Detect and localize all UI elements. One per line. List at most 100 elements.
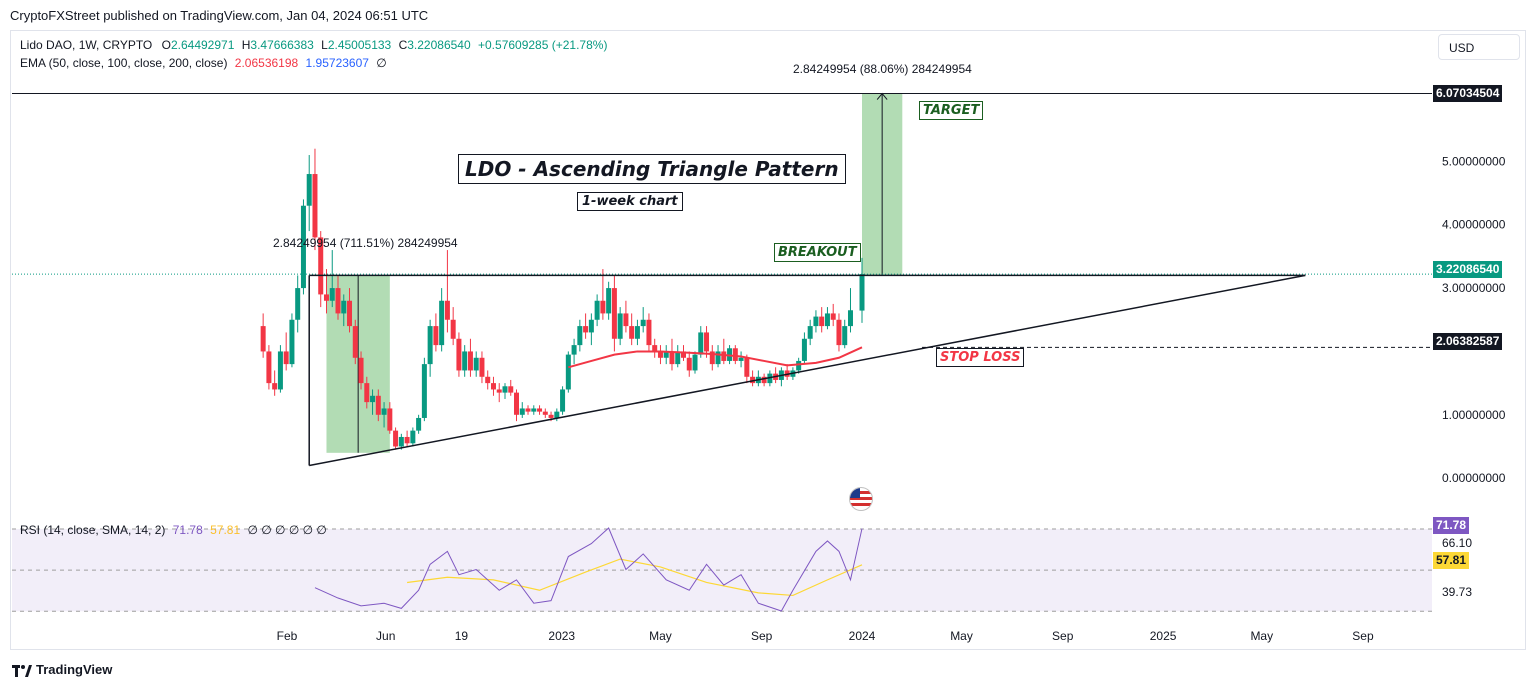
candle-body-98 bbox=[824, 313, 830, 327]
low-label: L bbox=[321, 38, 328, 52]
candle-body-82 bbox=[732, 348, 738, 361]
candle-body-101 bbox=[842, 326, 848, 346]
currency-button[interactable]: USD bbox=[1438, 34, 1520, 60]
candle-body-73 bbox=[680, 351, 686, 358]
candle-body-3 bbox=[277, 351, 283, 390]
candle-body-47 bbox=[531, 408, 537, 412]
candle-body-55 bbox=[577, 326, 583, 346]
open-value: 2.64492971 bbox=[170, 38, 235, 52]
tradingview-footer[interactable]: TradingView bbox=[12, 662, 112, 677]
candle-body-70 bbox=[663, 351, 669, 358]
candle-body-22 bbox=[387, 408, 393, 431]
breakout-label: BREAKOUT bbox=[774, 243, 861, 262]
candle-body-49 bbox=[542, 411, 548, 415]
candle-body-103 bbox=[859, 274, 865, 311]
stop-loss-label: STOP LOSS bbox=[936, 348, 1025, 367]
ohlc-legend: Lido DAO, 1W, CRYPTO O2.64492971 H3.4766… bbox=[20, 38, 607, 52]
rsi-line bbox=[314, 527, 863, 612]
pattern-subtitle: 1-week chart bbox=[577, 192, 683, 211]
symbol-label[interactable]: Lido DAO, 1W, CRYPTO bbox=[20, 38, 153, 52]
rsi-legend: RSI (14, close, SMA, 14, 2) 71.78 57.81 … bbox=[20, 523, 327, 537]
y-tick-2: 3.00000000 bbox=[1442, 281, 1506, 295]
candle-body-32 bbox=[444, 300, 450, 320]
candle-body-64 bbox=[629, 326, 635, 339]
candle-body-50 bbox=[548, 414, 554, 418]
pattern-title: LDO - Ascending Triangle Pattern bbox=[458, 154, 846, 184]
y-tick-1: 4.00000000 bbox=[1442, 218, 1506, 232]
candle-body-19 bbox=[370, 395, 376, 403]
open-label: O bbox=[161, 38, 171, 52]
candle-body-79 bbox=[715, 351, 721, 365]
ema-legend: EMA (50, close, 100, close, 200, close) … bbox=[20, 56, 387, 70]
candle-body-62 bbox=[617, 313, 623, 339]
candle-body-69 bbox=[657, 351, 663, 358]
candle-body-34 bbox=[456, 338, 462, 371]
x-tick-7: May bbox=[950, 629, 973, 643]
candle-body-26 bbox=[410, 430, 416, 444]
candle-body-11 bbox=[323, 294, 329, 301]
candle-body-43 bbox=[508, 386, 514, 393]
change-value: +0.57609285 (+21.78%) bbox=[478, 38, 608, 52]
candle-body-33 bbox=[450, 319, 456, 339]
rsi-label[interactable]: RSI (14, close, SMA, 14, 2) bbox=[20, 523, 166, 537]
low-value: 2.45005133 bbox=[327, 38, 392, 52]
rsi-sma-line bbox=[407, 558, 863, 597]
candle-body-36 bbox=[467, 351, 473, 371]
rsi-sma-tag: 57.81 bbox=[1433, 552, 1470, 569]
rsi-level-lower: 39.73 bbox=[1442, 585, 1473, 599]
candle-body-46 bbox=[525, 408, 531, 412]
candle-body-71 bbox=[669, 351, 675, 365]
candle-body-99 bbox=[830, 313, 836, 320]
candle-body-60 bbox=[606, 288, 612, 314]
candle-body-0 bbox=[260, 326, 266, 352]
ema2-value: 1.95723607 bbox=[305, 56, 369, 70]
candle-body-12 bbox=[329, 288, 335, 301]
current-price-tag: 3.22086540 bbox=[1433, 261, 1503, 278]
high-label: H bbox=[241, 38, 251, 52]
x-tick-5: Sep bbox=[751, 629, 773, 643]
candle-body-72 bbox=[675, 351, 681, 365]
candle-body-65 bbox=[634, 326, 640, 339]
x-tick-10: May bbox=[1250, 629, 1273, 643]
candle-body-75 bbox=[692, 354, 698, 371]
candle-body-97 bbox=[819, 316, 825, 327]
candle-body-61 bbox=[611, 288, 617, 339]
x-tick-11: Sep bbox=[1352, 629, 1374, 643]
candle-body-68 bbox=[652, 345, 658, 352]
candle-body-53 bbox=[565, 354, 571, 390]
candle-body-56 bbox=[583, 326, 589, 333]
tradingview-logo-icon bbox=[12, 664, 32, 677]
candle-body-14 bbox=[341, 300, 347, 314]
y-tick-0: 5.00000000 bbox=[1442, 154, 1506, 168]
chart-frame bbox=[10, 30, 1526, 650]
rsi-value-tag: 71.78 bbox=[1433, 517, 1470, 534]
candle-body-20 bbox=[375, 395, 381, 415]
rsi-value: 71.78 bbox=[172, 523, 203, 537]
candle-body-54 bbox=[571, 345, 577, 355]
candle-body-18 bbox=[364, 383, 370, 403]
us-flag-icon[interactable] bbox=[849, 487, 873, 511]
candle-body-15 bbox=[347, 300, 353, 327]
candle-body-95 bbox=[807, 326, 813, 339]
candle-body-51 bbox=[554, 411, 560, 418]
rsi-band bbox=[12, 529, 1432, 612]
candle-body-4 bbox=[283, 351, 289, 365]
close-value: 3.22086540 bbox=[407, 38, 471, 52]
ema-label[interactable]: EMA (50, close, 100, close, 200, close) bbox=[20, 56, 228, 70]
ema-line bbox=[568, 346, 863, 369]
candle-body-1 bbox=[266, 351, 272, 384]
candle-body-80 bbox=[721, 351, 727, 361]
candle-body-74 bbox=[686, 357, 692, 371]
candle-body-41 bbox=[496, 389, 502, 393]
candle-body-84 bbox=[744, 357, 750, 377]
candle-body-78 bbox=[709, 351, 715, 365]
candle-body-100 bbox=[836, 319, 842, 346]
candle-body-42 bbox=[502, 386, 508, 393]
candle-body-59 bbox=[600, 300, 606, 314]
y-tick-4: 0.00000000 bbox=[1442, 471, 1506, 485]
measure-left-label: 2.84249954 (711.51%) 284249954 bbox=[273, 236, 458, 250]
candle-body-7 bbox=[300, 205, 306, 289]
candle-body-58 bbox=[594, 300, 600, 320]
y-tick-3: 1.00000000 bbox=[1442, 408, 1506, 422]
